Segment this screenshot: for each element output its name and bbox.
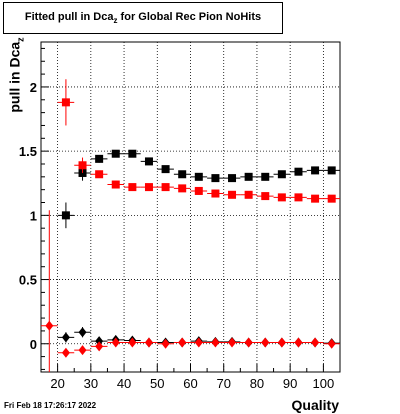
- square-marker: [161, 165, 170, 174]
- square-marker: [144, 157, 153, 166]
- y-tick-label: 1.5: [19, 144, 37, 159]
- y-tick-label: 2: [30, 80, 37, 95]
- square-marker: [311, 166, 320, 175]
- diamond-marker: [78, 327, 87, 338]
- diamond-marker: [61, 332, 70, 343]
- y-axis-label: pull in Dcaz: [6, 37, 26, 113]
- square-marker: [161, 183, 170, 192]
- square-marker: [211, 189, 220, 198]
- y-tick-label: 1: [30, 208, 37, 223]
- diamond-marker: [95, 336, 104, 347]
- x-tick-label: 50: [150, 376, 164, 391]
- grid-lines: [41, 42, 340, 372]
- square-marker: [277, 193, 286, 202]
- square-marker: [311, 194, 320, 203]
- axes: 20 30 40 50 60 70 80 90 100 0 0.5 1 1.5 2: [19, 47, 341, 391]
- chart-title-box: Fitted pull in Dcaz for Global Rec Pion …: [3, 2, 283, 34]
- square-marker: [111, 149, 120, 158]
- diamond-marker: [277, 337, 286, 348]
- x-tick-label: 60: [183, 376, 197, 391]
- x-tick-label: 70: [216, 376, 230, 391]
- diamond-marker: [261, 337, 270, 348]
- square-marker: [178, 184, 187, 193]
- x-tick-label: 40: [117, 376, 131, 391]
- diamond-marker: [45, 320, 54, 331]
- square-marker: [61, 98, 70, 107]
- chart-title: Fitted pull in Dcaz for Global Rec Pion …: [24, 11, 262, 26]
- diamond-marker: [194, 337, 203, 348]
- diamond-marker: [228, 337, 237, 348]
- y-tick-label: 0: [30, 337, 37, 352]
- square-marker: [327, 194, 336, 203]
- x-tick-label: 20: [50, 376, 64, 391]
- square-marker: [144, 183, 153, 192]
- square-marker: [294, 167, 303, 176]
- diamond-marker: [178, 337, 187, 348]
- square-marker: [211, 174, 220, 183]
- square-marker: [178, 170, 187, 179]
- square-marker: [95, 154, 104, 163]
- square-marker: [61, 211, 70, 220]
- diamond-marker: [327, 338, 336, 349]
- x-tick-label: 100: [313, 376, 335, 391]
- x-axis-label: Quality: [291, 397, 339, 413]
- square-marker: [228, 190, 237, 199]
- diamond-marker: [111, 337, 120, 348]
- diamond-marker: [294, 337, 303, 348]
- diamond-marker: [211, 337, 220, 348]
- square-marker: [128, 149, 137, 158]
- square-marker: [95, 170, 104, 179]
- square-marker: [261, 172, 270, 181]
- diamond-marker: [244, 337, 253, 348]
- square-marker: [244, 190, 253, 199]
- diamond-marker: [311, 337, 320, 348]
- square-marker: [194, 172, 203, 181]
- square-marker: [277, 170, 286, 179]
- square-marker: [228, 174, 237, 183]
- y-tick-label: 0.5: [19, 273, 37, 288]
- diamond-marker: [144, 337, 153, 348]
- x-tick-label: 90: [283, 376, 297, 391]
- square-marker: [111, 180, 120, 189]
- square-marker: [194, 186, 203, 195]
- square-marker: [78, 161, 87, 170]
- square-marker: [294, 193, 303, 202]
- date-stamp: Fri Feb 18 17:26:17 2022: [4, 401, 97, 410]
- diamond-marker: [128, 337, 137, 348]
- square-marker: [244, 172, 253, 181]
- diamond-marker: [161, 338, 170, 349]
- diamond-marker: [95, 341, 104, 352]
- diamond-marker: [61, 347, 70, 358]
- x-tick-label: 30: [84, 376, 98, 391]
- square-marker: [128, 183, 137, 192]
- diamond-marker: [78, 345, 87, 356]
- square-marker: [327, 166, 336, 175]
- data-points: [41, 79, 340, 372]
- x-tick-label: 80: [250, 376, 264, 391]
- square-marker: [261, 192, 270, 201]
